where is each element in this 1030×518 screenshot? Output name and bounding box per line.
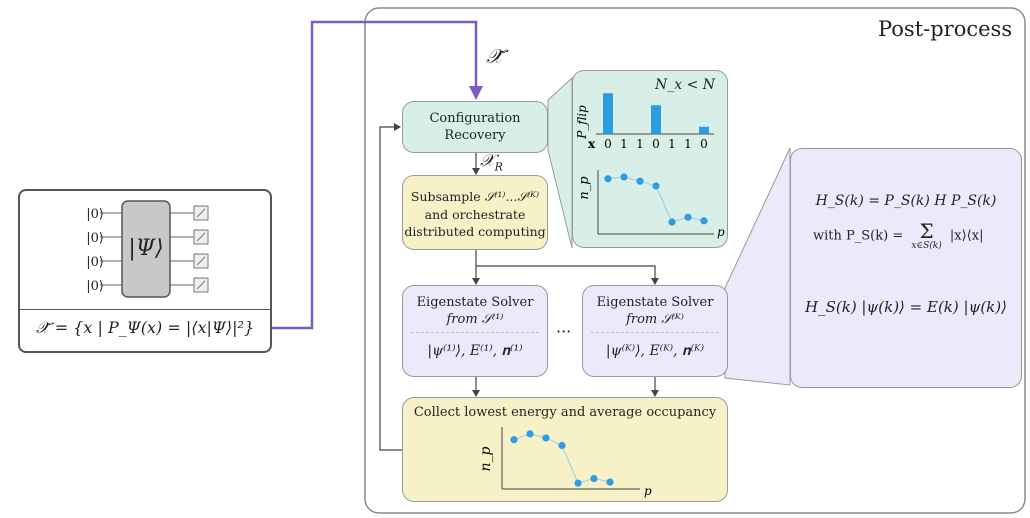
occupancy-point bbox=[684, 213, 692, 221]
flip-bit-label: 1 bbox=[636, 137, 644, 151]
feedback-loop-line bbox=[379, 126, 402, 451]
solver-ellipsis: ··· bbox=[556, 322, 572, 341]
occ-top-marks bbox=[604, 173, 708, 226]
circuit-formula: 𝒳̃ = {x | P_Ψ(x) = |⟨x|Ψ⟩|²} bbox=[35, 318, 255, 337]
occ-bot-xlabel: p bbox=[644, 484, 652, 498]
config-line2: Recovery bbox=[444, 128, 506, 143]
occ-top-xlabel: p bbox=[717, 225, 725, 239]
occ-bot-ylabel: n_p bbox=[478, 446, 494, 471]
flip-bit-label: 1 bbox=[620, 137, 628, 151]
purple-arrow-line bbox=[272, 20, 478, 330]
psi-gate bbox=[121, 200, 171, 298]
solver-1-title: Eigenstate Solver bbox=[416, 295, 534, 310]
subsample-line3: distributed computing bbox=[404, 224, 546, 239]
post-process-title: Post-process bbox=[878, 17, 1013, 41]
measurement-meters bbox=[193, 205, 209, 293]
flip-bar bbox=[699, 126, 709, 134]
ket-column: |0⟩ |0⟩ |0⟩ |0⟩ bbox=[76, 203, 104, 299]
solver-k-title: Eigenstate Solver bbox=[596, 295, 714, 310]
occupancy-point bbox=[510, 436, 518, 444]
occupancy-point bbox=[668, 218, 676, 226]
solver-1-box: Eigenstate Solver from 𝒮⁽¹⁾ |ψ⁽¹⁾⟩, E⁽¹⁾… bbox=[402, 285, 548, 377]
equation-projected-hamiltonian: H_S(k) = P_S(k) H P_S(k) bbox=[815, 193, 997, 209]
ket-3: |0⟩ bbox=[86, 279, 104, 294]
occupancy-point bbox=[526, 430, 534, 438]
config-line1: Configuration bbox=[429, 111, 521, 126]
flip-bar bbox=[603, 93, 613, 134]
ket-2: |0⟩ bbox=[86, 255, 104, 270]
occupancy-point bbox=[590, 474, 598, 483]
purple-arrow-head bbox=[469, 86, 483, 100]
post-process-frame bbox=[364, 7, 1026, 514]
flip-bit-label: 0 bbox=[652, 137, 660, 151]
ket-1: |0⟩ bbox=[86, 231, 104, 246]
occupancy-point bbox=[604, 175, 612, 183]
equation-eigenproblem: H_S(k) |ψ(k)⟩ = E(k) |ψ(k)⟩ bbox=[805, 298, 1007, 316]
flip-bit-label: 0 bbox=[700, 137, 708, 151]
collect-box: Collect lowest energy and average occupa… bbox=[402, 397, 728, 502]
occupancy-point bbox=[542, 434, 550, 442]
collect-label: Collect lowest energy and average occupa… bbox=[413, 405, 717, 420]
solver-k-divider bbox=[591, 332, 719, 333]
occupancy-point bbox=[558, 441, 566, 450]
equation-projector: with P_S(k) = Σ x∈S(k) |x⟩⟨x| bbox=[813, 219, 984, 251]
flip-bit-label: 1 bbox=[668, 137, 676, 151]
equations-panel: H_S(k) = P_S(k) H P_S(k) with P_S(k) = Σ… bbox=[790, 148, 1022, 388]
flip-bars bbox=[603, 93, 709, 134]
solver-1-output: |ψ⁽¹⁾⟩, E⁽¹⁾, 𝐧⁽¹⁾ bbox=[427, 343, 523, 359]
occupancy-point bbox=[574, 479, 582, 487]
circuit-svg bbox=[100, 200, 209, 298]
solver-k-box: Eigenstate Solver from 𝒮⁽ᴷ⁾ |ψ⁽ᴷ⁾⟩, E⁽ᴷ⁾… bbox=[582, 285, 728, 377]
occ-bot-marks bbox=[510, 430, 614, 487]
occ-top-ylabel: n_p bbox=[577, 176, 592, 200]
occupancy-point bbox=[652, 182, 660, 190]
solver-1-divider bbox=[411, 332, 539, 333]
flip-bit-label: 1 bbox=[684, 137, 692, 151]
x-tilde-label: 𝒳̃ bbox=[486, 44, 504, 68]
circuit-divider bbox=[20, 309, 270, 310]
x-r-label: 𝒳R bbox=[480, 151, 503, 174]
occupancy-point bbox=[620, 173, 628, 181]
solver-k-output: |ψ⁽ᴷ⁾⟩, E⁽ᴷ⁾, 𝐧⁽ᴷ⁾ bbox=[605, 343, 705, 359]
flip-condition: N_x < N bbox=[655, 77, 716, 93]
occupancy-point bbox=[636, 177, 644, 185]
solver-1-from: from 𝒮⁽¹⁾ bbox=[446, 312, 504, 327]
flip-xlabel: x bbox=[588, 137, 596, 151]
psi-label: |Ψ⟩ bbox=[128, 236, 164, 261]
flip-ylabel: P_flip bbox=[575, 105, 589, 140]
ket-0: |0⟩ bbox=[86, 207, 104, 222]
arrow-subsample-solverk bbox=[476, 265, 656, 280]
collect-chart-svg: n_p p bbox=[478, 427, 652, 498]
occupancy-point bbox=[606, 478, 614, 486]
lavender-callout bbox=[724, 147, 791, 386]
flip-bar bbox=[651, 105, 661, 134]
subsample-box: Subsample 𝒮⁽¹⁾...𝒮⁽ᴷ⁾ and orchestrate di… bbox=[402, 175, 548, 250]
flip-bit-label: 0 bbox=[604, 137, 612, 151]
configuration-recovery-box: Configuration Recovery bbox=[402, 101, 548, 153]
teal-callout bbox=[547, 76, 573, 249]
solver-k-from: from 𝒮⁽ᴷ⁾ bbox=[626, 312, 684, 327]
subsample-line2: and orchestrate bbox=[424, 207, 526, 222]
occupancy-point bbox=[700, 217, 708, 225]
subsample-line1: Subsample 𝒮⁽¹⁾...𝒮⁽ᴷ⁾ bbox=[410, 189, 540, 204]
